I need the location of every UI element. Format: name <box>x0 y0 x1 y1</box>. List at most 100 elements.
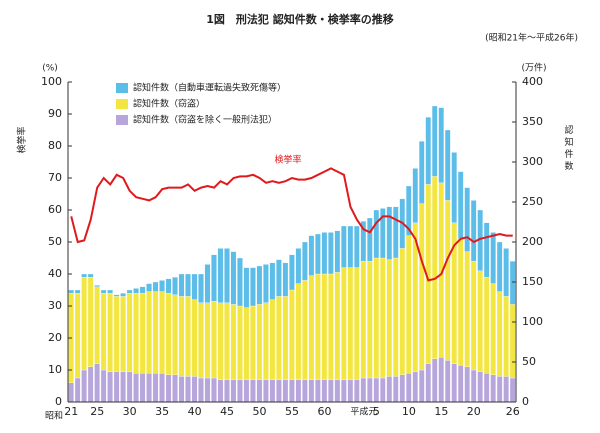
bar-segment <box>380 377 386 403</box>
bar-segment <box>87 277 94 367</box>
x-tick-label: 平成元 <box>350 406 377 418</box>
bar-segment <box>328 273 334 380</box>
bar-segment <box>178 273 185 297</box>
bar-segment <box>431 358 438 403</box>
bar-segment <box>295 248 302 284</box>
y-tick-label: 0 <box>55 395 62 408</box>
bar-segment <box>269 299 276 380</box>
bar-segment <box>204 377 211 403</box>
bar-segment <box>237 305 243 380</box>
x-tick-label: 25 <box>90 405 104 418</box>
bar-segment <box>341 267 347 380</box>
bar-segment <box>172 294 178 375</box>
bar-segment <box>146 373 152 403</box>
y-tick-label: 50 <box>48 235 62 248</box>
bar-segment <box>418 369 425 403</box>
bar-segment <box>412 168 419 223</box>
y-tick-label: 80 <box>48 139 62 152</box>
bar-segment <box>74 293 81 379</box>
legend-label: 認知件数（窃盗） <box>133 98 205 110</box>
bar-segment <box>159 291 165 374</box>
bar-segment <box>133 288 139 294</box>
bar-segment <box>360 377 367 403</box>
bar-segment <box>360 261 367 379</box>
bar-segment <box>470 200 477 262</box>
bar-segment <box>100 293 107 371</box>
bar-segment <box>470 369 477 403</box>
bar-segment <box>276 379 282 403</box>
bar-segment <box>418 203 425 371</box>
bar-segment <box>315 273 321 380</box>
bar-segment <box>191 299 198 377</box>
bar-segment <box>211 377 217 403</box>
y2-unit: (万件) <box>521 62 546 74</box>
bar-segment <box>250 267 256 307</box>
bar-segment <box>126 289 133 294</box>
bar-segment <box>496 291 503 377</box>
bar-segment <box>185 296 191 377</box>
bar-segment <box>107 289 113 294</box>
bar-segment <box>165 278 172 294</box>
bar-segment <box>302 379 308 403</box>
bar-segment <box>295 379 302 403</box>
bar-segment <box>483 277 490 374</box>
bar-segment <box>328 379 334 403</box>
bar-segment <box>321 273 328 380</box>
bar-segment <box>386 206 393 260</box>
x-era-label: 昭和 <box>45 411 63 422</box>
y2-tick-label: 100 <box>522 315 543 328</box>
bar-segment <box>425 363 432 403</box>
bar-segment <box>354 379 360 403</box>
bar-segment <box>321 232 328 275</box>
x-tick-label: 35 <box>155 405 169 418</box>
bar-segment <box>341 379 347 403</box>
bar-segment <box>490 374 496 403</box>
bar-segment <box>451 363 458 403</box>
bar-segment <box>483 373 490 403</box>
bar-segment <box>386 376 393 403</box>
bar-segment <box>380 257 386 379</box>
bar-segment <box>438 107 445 183</box>
bar-segment <box>243 267 250 308</box>
bar-segment <box>444 360 451 403</box>
bar-segment <box>431 176 438 359</box>
y2-axis-label: 認知件数 <box>563 124 574 173</box>
bar-segment <box>367 377 373 403</box>
bar-segment <box>438 357 445 403</box>
bar-segment <box>509 304 516 379</box>
bar-segment <box>308 379 315 403</box>
y-tick-label: 60 <box>48 203 62 216</box>
bar-segment <box>211 301 217 379</box>
bar-segment <box>113 371 120 403</box>
bar-segment <box>120 293 126 297</box>
bar-segment <box>250 379 256 403</box>
bar-segment <box>405 235 412 374</box>
bar-segment <box>152 291 159 374</box>
bar-segment <box>159 280 165 292</box>
bar-segment <box>276 296 282 380</box>
chart-title: 1図 刑法犯 認知件数・検挙率の推移 <box>206 12 393 26</box>
x-tick-label: 50 <box>253 405 267 418</box>
bar-segment <box>250 305 256 380</box>
bar-segment <box>224 379 230 403</box>
bar-segment <box>444 200 451 361</box>
bar-segment <box>269 379 276 403</box>
bar-segment <box>178 296 185 377</box>
y-tick-label: 70 <box>48 171 62 184</box>
bar-segment <box>185 273 191 297</box>
bar-segment <box>399 248 406 375</box>
bar-segment <box>133 293 139 374</box>
bar-segment <box>282 379 289 403</box>
bar-segment <box>347 225 354 268</box>
y-tick-label: 20 <box>48 331 62 344</box>
bar-segment <box>496 241 503 292</box>
bar-segment <box>120 296 126 372</box>
bar-segment <box>256 379 263 403</box>
bar-segment <box>126 293 133 372</box>
bar-segment <box>457 365 464 403</box>
legend-swatch <box>116 83 128 93</box>
bar-segment <box>367 261 373 379</box>
x-tick-label: 21 <box>64 405 78 418</box>
bar-segment <box>152 373 159 403</box>
bar-segment <box>373 377 380 403</box>
